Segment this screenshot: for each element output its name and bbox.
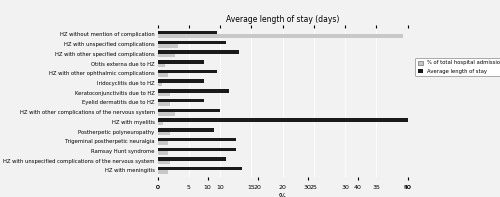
Bar — [158, 161, 170, 164]
Bar — [158, 170, 168, 174]
X-axis label: %: % — [279, 193, 286, 197]
Bar — [158, 70, 217, 73]
Bar — [158, 50, 239, 54]
Bar — [158, 34, 402, 38]
Bar — [158, 99, 204, 102]
Bar — [158, 41, 226, 44]
Bar — [158, 102, 170, 106]
Bar — [158, 93, 170, 96]
Bar — [158, 109, 220, 112]
Bar — [158, 89, 230, 93]
Bar — [158, 122, 162, 125]
Bar — [158, 31, 217, 34]
Bar — [158, 73, 168, 77]
Bar — [158, 167, 242, 170]
Bar — [158, 138, 236, 141]
X-axis label: Average length of stay (days): Average length of stay (days) — [226, 15, 339, 24]
Legend: % of total hospital admissions, Average length of stay: % of total hospital admissions, Average … — [415, 58, 500, 76]
Bar — [158, 132, 170, 135]
Bar — [158, 60, 204, 64]
Bar — [158, 112, 175, 116]
Bar — [158, 118, 420, 122]
Bar — [158, 141, 168, 145]
Bar — [158, 64, 165, 67]
Bar — [158, 148, 236, 151]
Bar — [158, 54, 175, 57]
Bar — [158, 83, 162, 86]
Bar — [158, 128, 214, 132]
Bar — [158, 80, 204, 83]
Bar — [158, 157, 226, 161]
Bar — [158, 151, 168, 155]
Bar — [158, 44, 178, 48]
